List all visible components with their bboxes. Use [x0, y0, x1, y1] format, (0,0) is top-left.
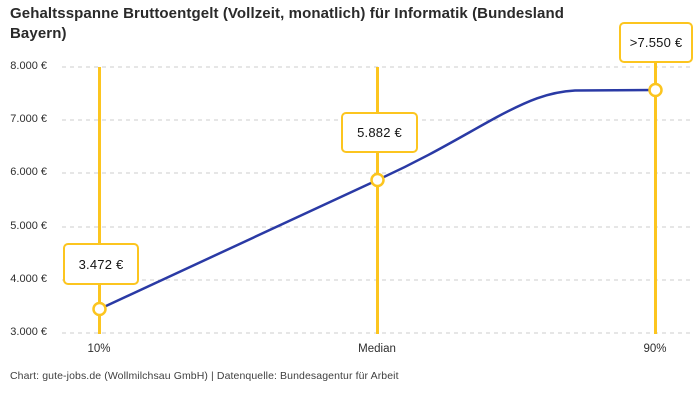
- y-tick-4000: 4.000 €: [10, 273, 47, 285]
- y-tick-6000: 6.000 €: [10, 166, 47, 178]
- value-label-median: 5.882 €: [341, 112, 418, 153]
- y-tick-5000: 5.000 €: [10, 220, 47, 232]
- value-label-10th-percentile: 3.472 €: [63, 243, 139, 285]
- value-label-90th-percentile: >7.550 €: [619, 22, 693, 63]
- chart-title: Gehaltsspanne Bruttoentgelt (Vollzeit, m…: [10, 4, 670, 44]
- marker-90th-percentile: [648, 82, 663, 98]
- marker-10th-percentile: [92, 301, 107, 317]
- y-tick-7000: 7.000 €: [10, 113, 47, 125]
- x-tick-median: Median: [358, 343, 396, 355]
- marker-median: [370, 172, 385, 188]
- y-tick-8000: 8.000 €: [10, 60, 47, 72]
- chart-title-line-1: Gehaltsspanne Bruttoentgelt (Vollzeit, m…: [10, 5, 565, 22]
- data-markers: [92, 82, 663, 317]
- attribution-text: Chart: gute-jobs.de (Wollmilchsau GmbH) …: [10, 370, 399, 382]
- x-tick-90th-percentile: 90%: [643, 343, 667, 355]
- percentile-rules: [98, 45, 657, 334]
- chart-title-line-2: Bayern): [10, 25, 67, 42]
- y-tick-3000: 3.000 €: [10, 326, 47, 338]
- salary-curve: [98, 88, 657, 311]
- x-tick-10th-percentile: 10%: [87, 343, 111, 355]
